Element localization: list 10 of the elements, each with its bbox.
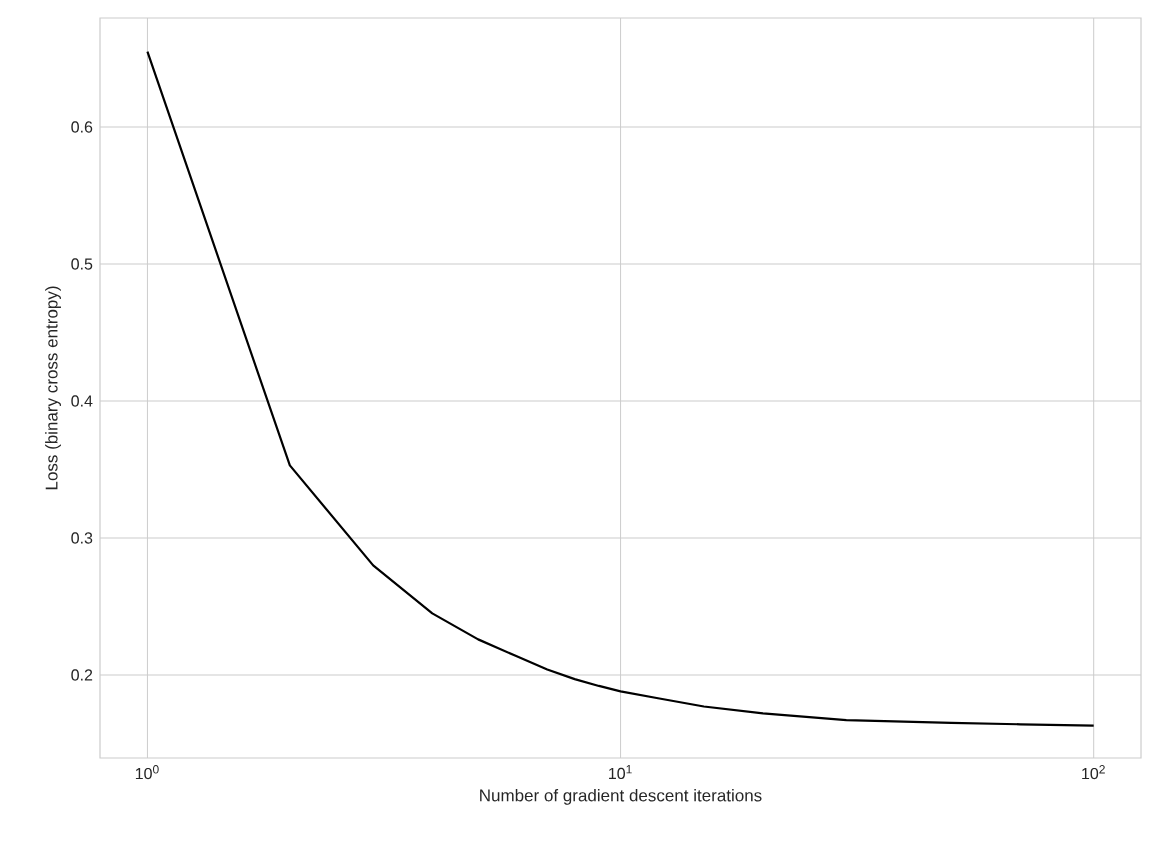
y-tick-label: 0.3 bbox=[71, 532, 93, 544]
x-axis-title: Number of gradient descent iterations bbox=[480, 788, 762, 805]
y-tick-label: 0.5 bbox=[71, 258, 93, 270]
x-tick-label: 10$^{0}$ bbox=[135, 765, 159, 780]
y-tick-label: 0.6 bbox=[71, 121, 93, 133]
x-tick-label: 10$^{2}$ bbox=[1082, 765, 1105, 780]
x-tick-label: 10$^{1}$ bbox=[609, 765, 632, 780]
y-tick-label: 0.2 bbox=[71, 669, 93, 681]
y-axis-title: Loss (binary cross entropy) bbox=[45, 286, 61, 490]
y-tick-label: 0.4 bbox=[71, 395, 93, 407]
